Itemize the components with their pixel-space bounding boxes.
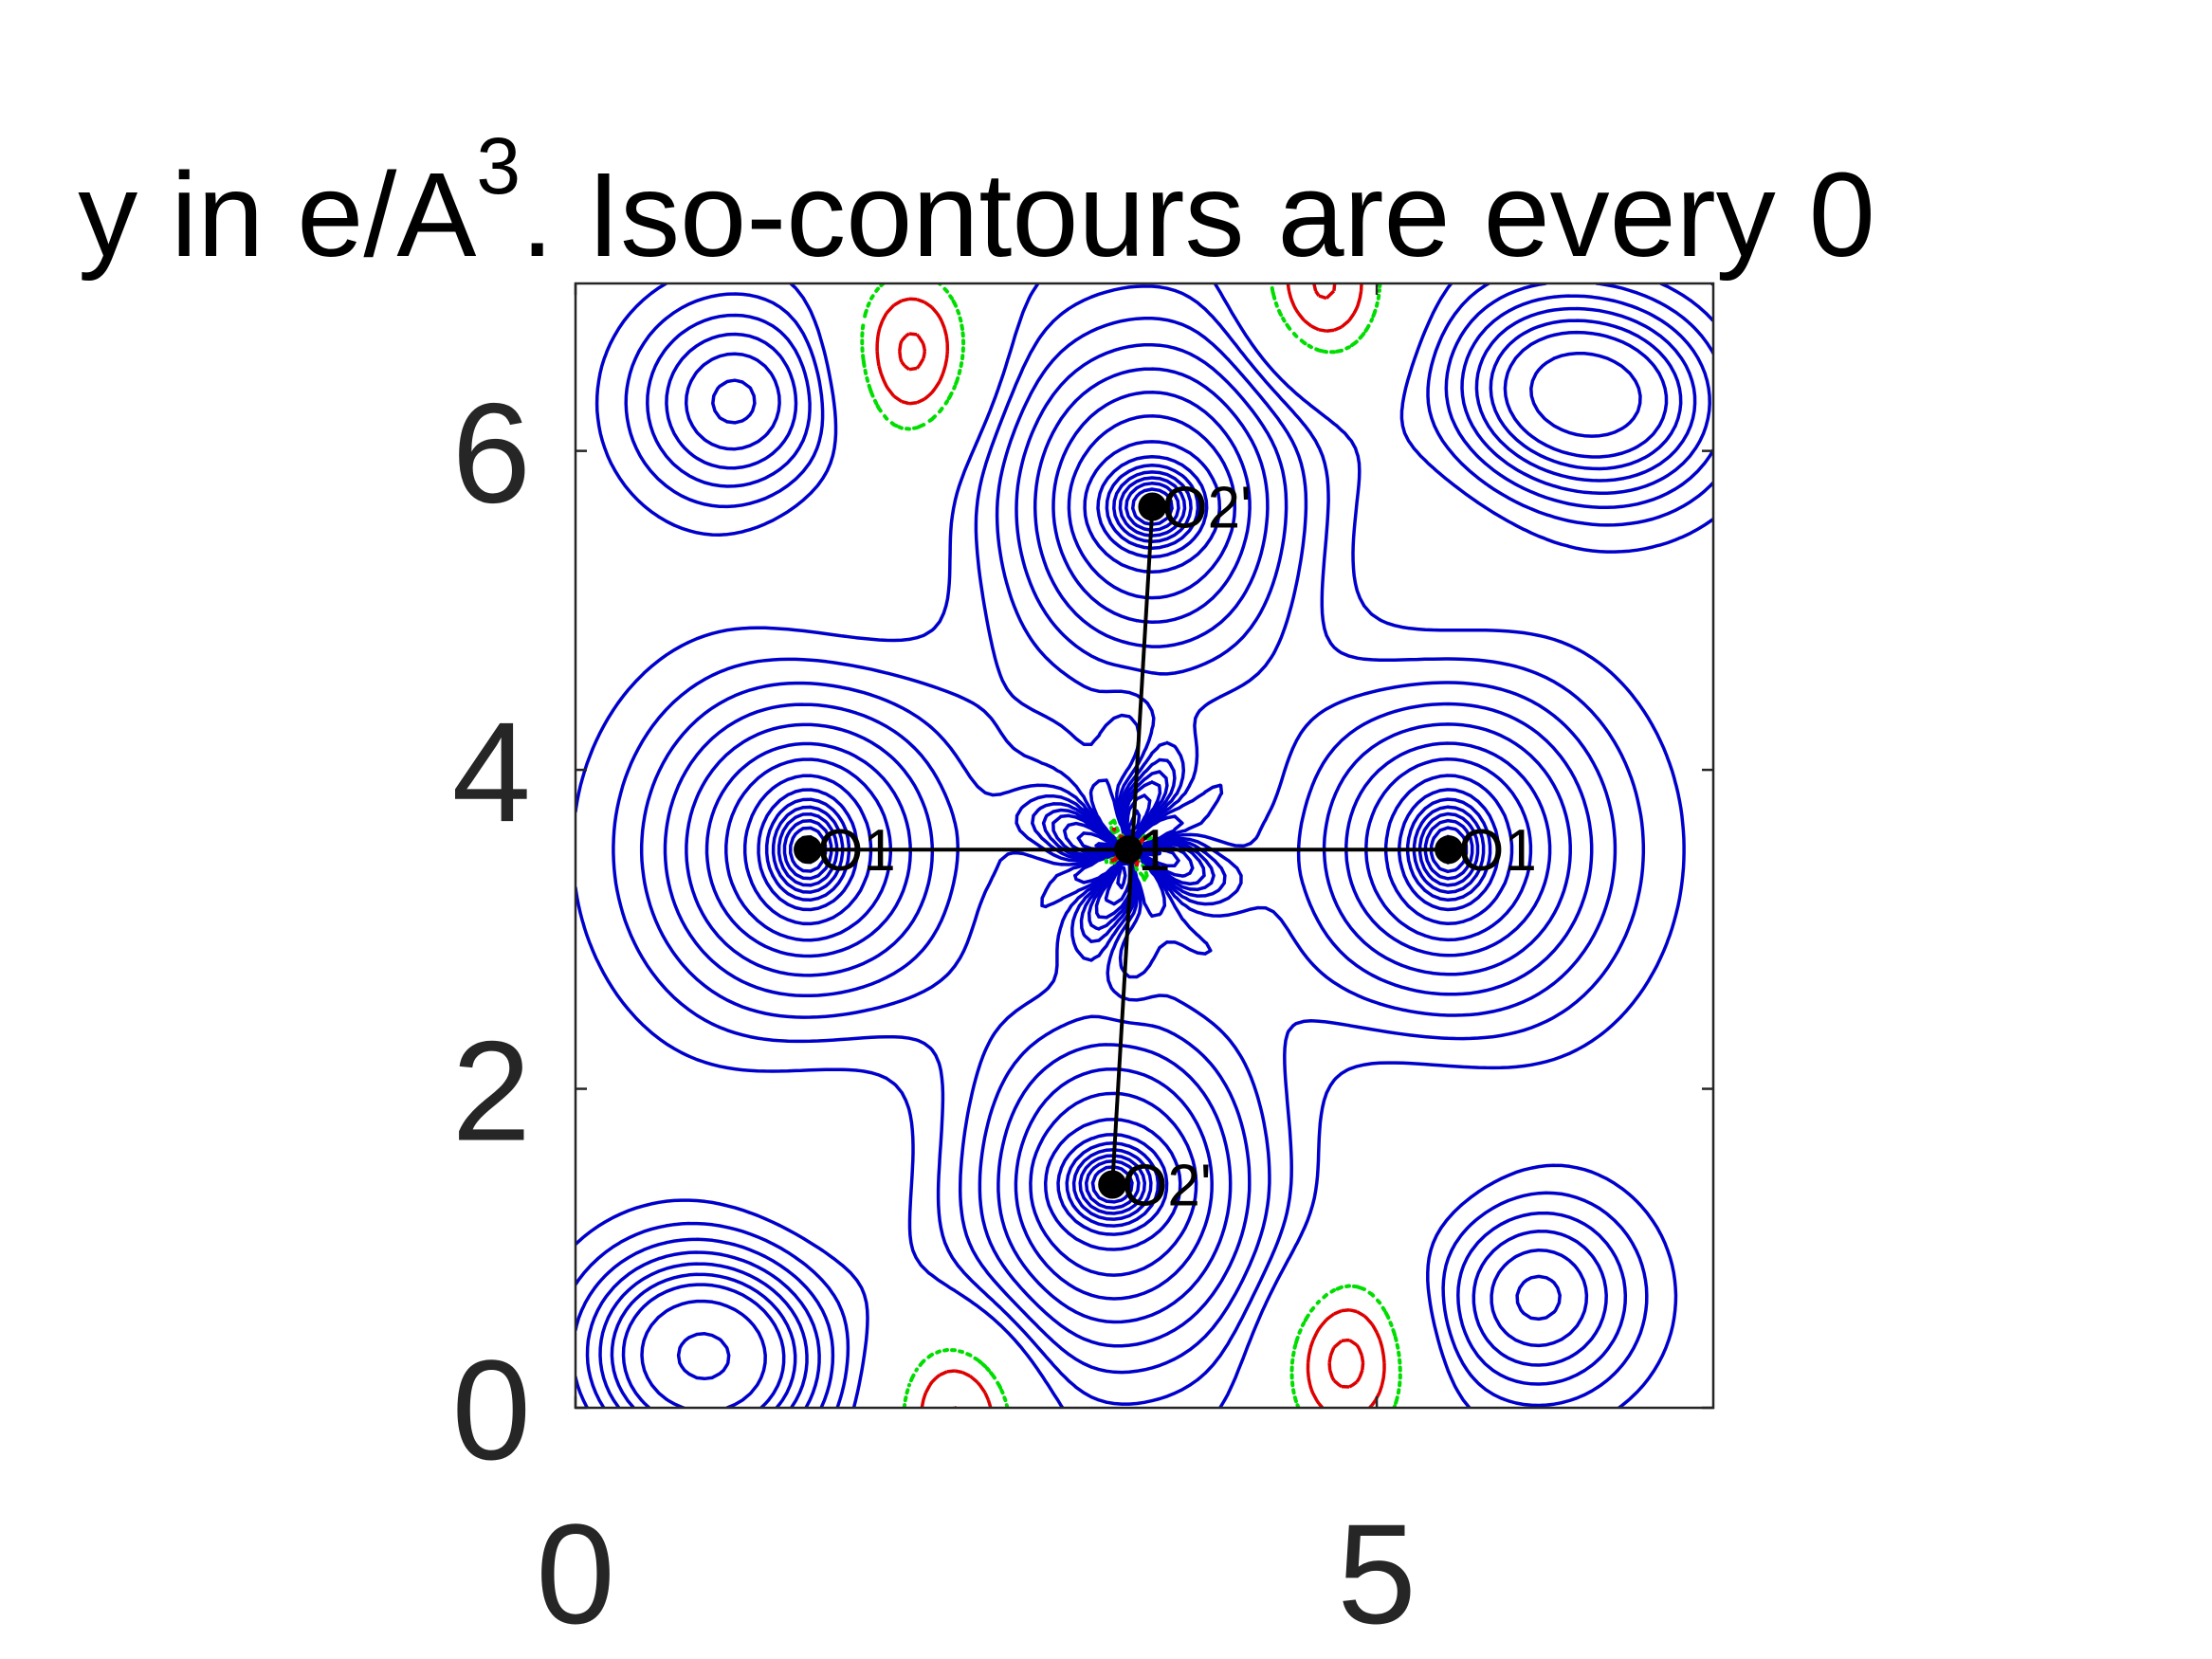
positive-contour bbox=[777, 476, 1480, 1215]
atom-label: O2' bbox=[1161, 476, 1252, 541]
positive-contour bbox=[782, 482, 1474, 1210]
atom-label: 1 bbox=[1138, 818, 1170, 884]
positive-contour bbox=[576, 283, 1713, 1408]
x-tick-label: 0 bbox=[536, 1494, 614, 1653]
chart-title: y in e/A3. Iso-contours are every 0 bbox=[78, 121, 1875, 282]
title-suffix: . Iso-contours are every 0 bbox=[521, 148, 1875, 282]
atom-label: O1 bbox=[817, 818, 896, 884]
y-tick-label: 4 bbox=[452, 692, 531, 851]
atom-marker bbox=[1098, 1170, 1127, 1199]
y-tick-label: 6 bbox=[452, 374, 531, 533]
atom-label: O2' bbox=[1122, 1153, 1212, 1218]
atom-label: O1 bbox=[1458, 818, 1537, 884]
atom-marker bbox=[1435, 835, 1464, 865]
atom-marker bbox=[1138, 492, 1167, 521]
positive-contour bbox=[640, 351, 1642, 1408]
title-prefix: y in e/A bbox=[78, 148, 476, 282]
positive-contour bbox=[788, 487, 1469, 1204]
atom-marker bbox=[1114, 835, 1143, 865]
axes-box bbox=[574, 282, 1715, 1410]
y-tick-label: 0 bbox=[452, 1330, 531, 1489]
positive-contour bbox=[621, 330, 1669, 1408]
axis-ticks: 0 5 0 2 4 6 bbox=[452, 283, 1713, 1653]
atom-markers: 1 O1 O1 O2' O2' bbox=[794, 476, 1537, 1218]
y-tick-label: 2 bbox=[452, 1012, 531, 1171]
atom-marker bbox=[794, 835, 823, 865]
contour-lines bbox=[576, 283, 1713, 1408]
positive-contour bbox=[676, 455, 1501, 1381]
x-tick-label: 5 bbox=[1337, 1494, 1416, 1653]
positive-contour bbox=[764, 464, 1492, 1228]
title-superscript: 3 bbox=[476, 121, 521, 210]
positive-contour bbox=[771, 470, 1486, 1221]
positive-contour bbox=[576, 283, 1713, 1408]
